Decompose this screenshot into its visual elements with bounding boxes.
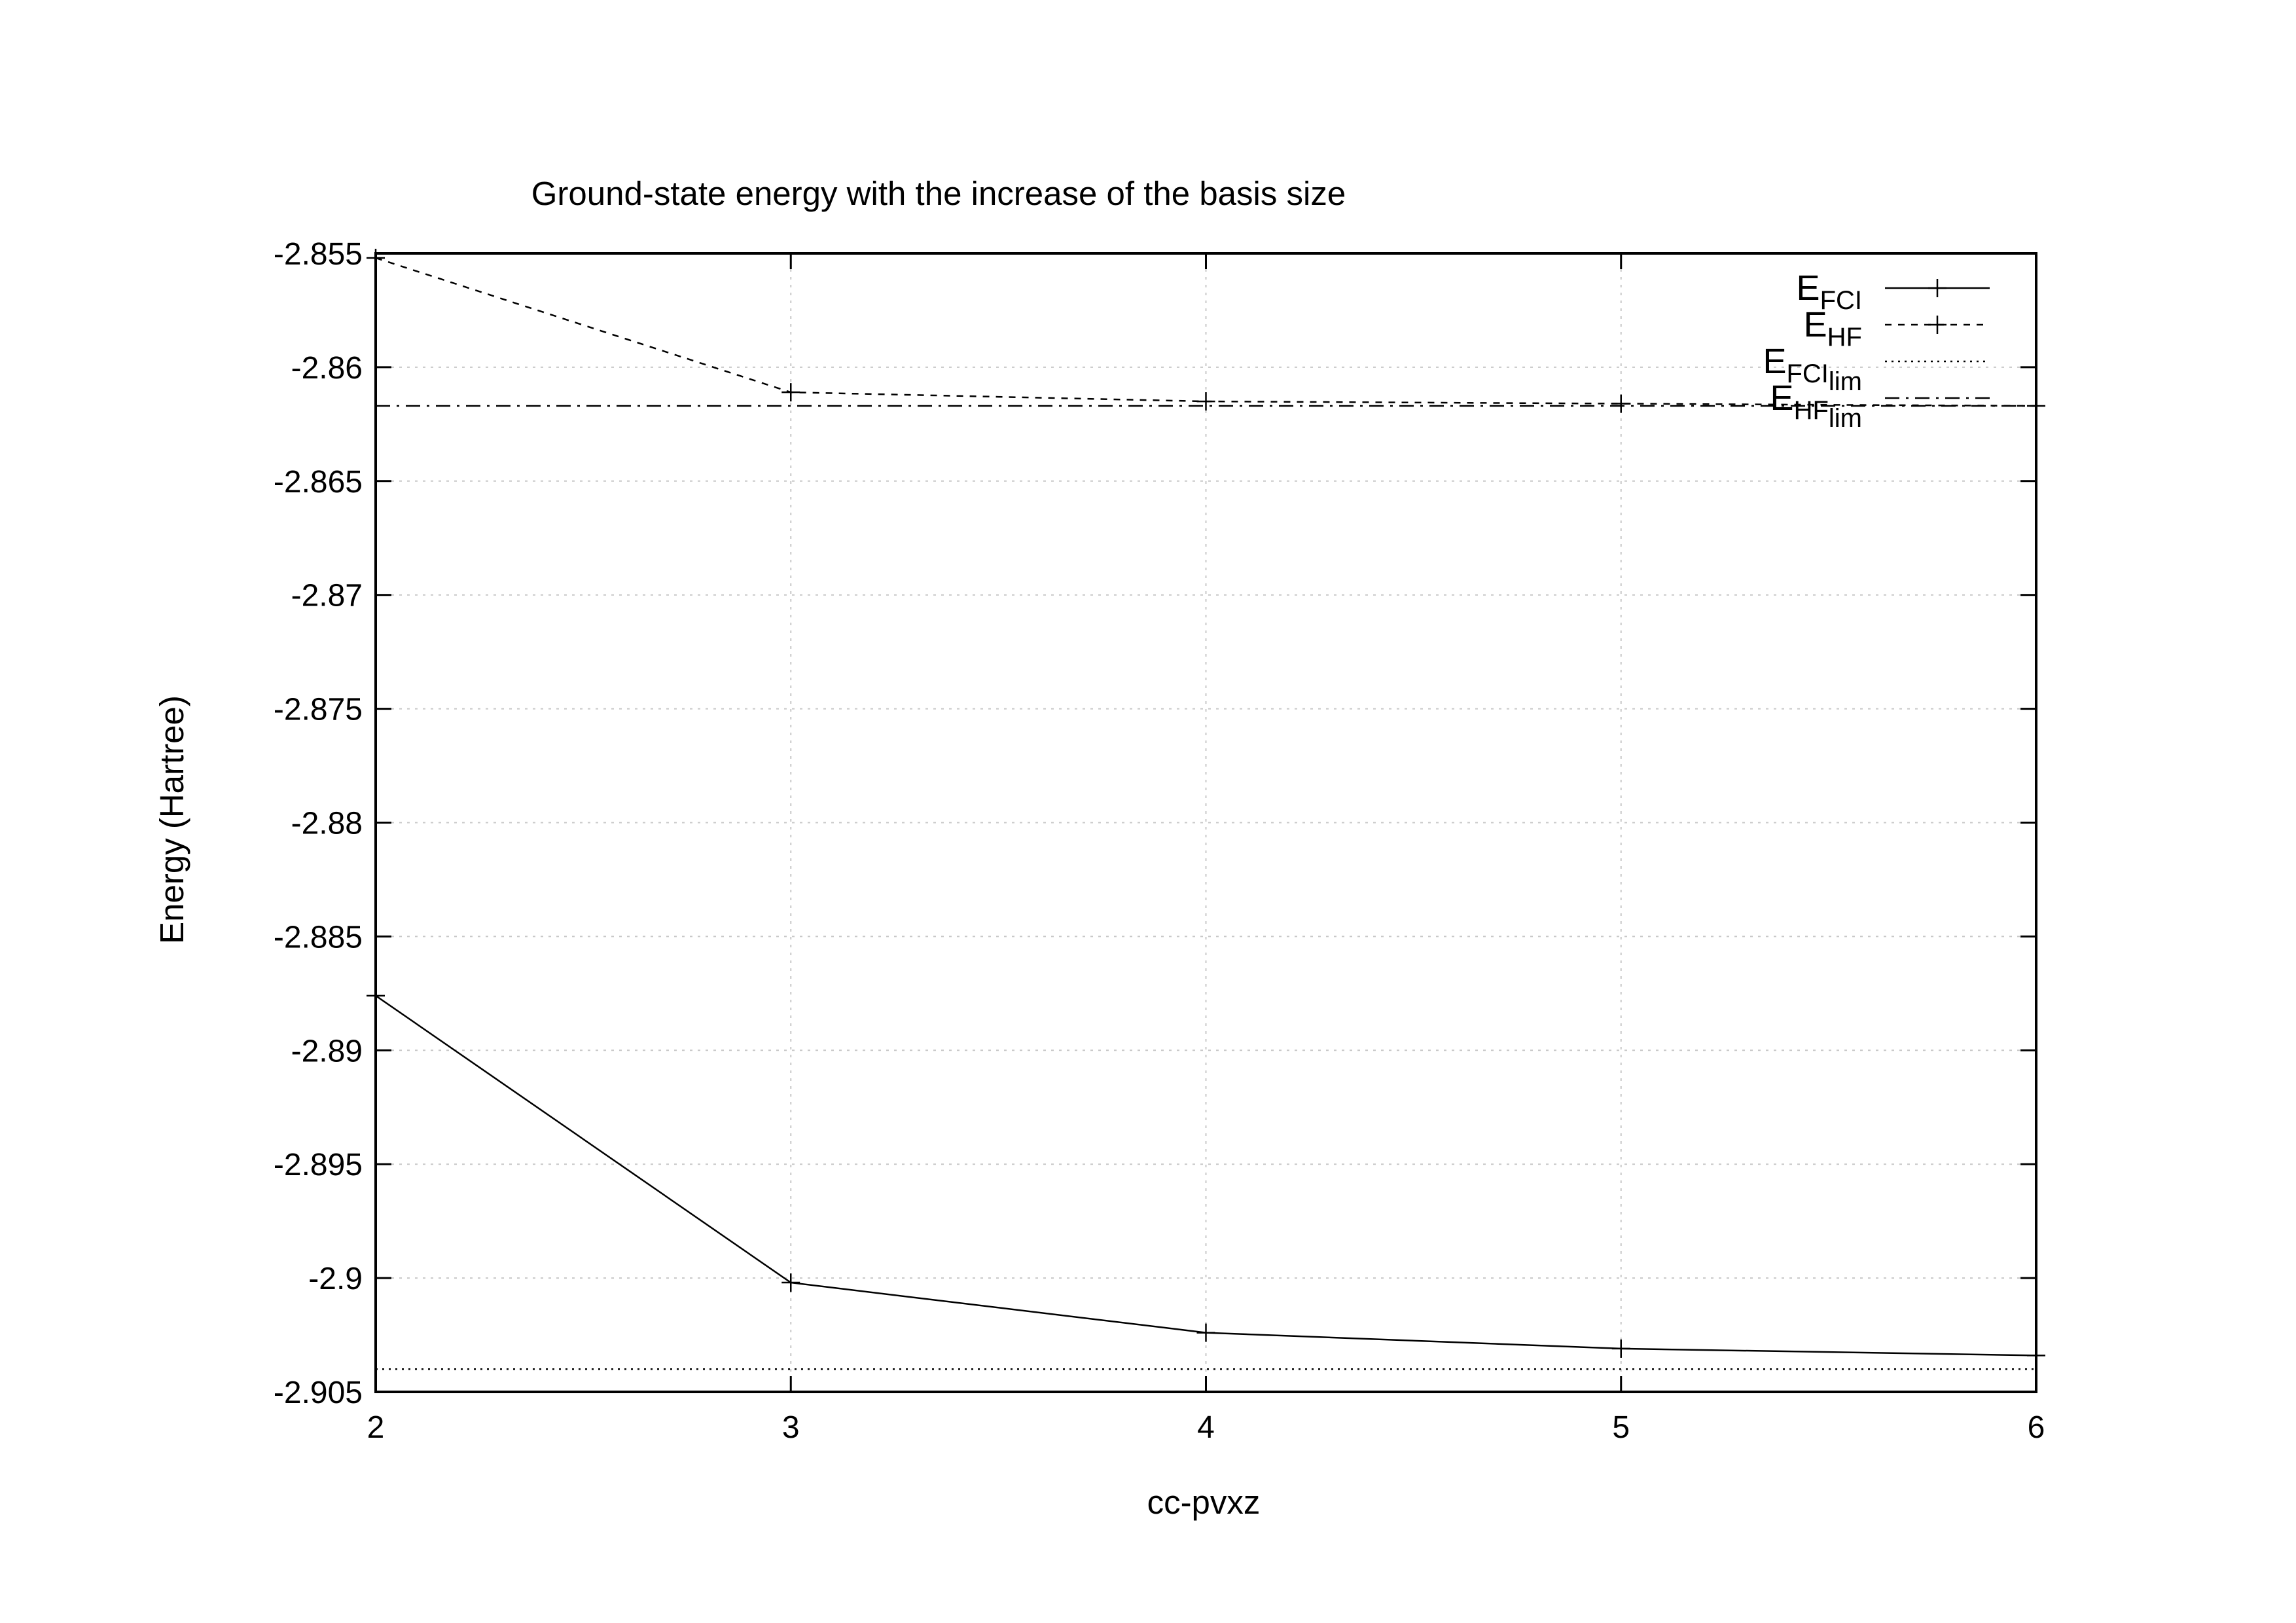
y-tick-label: -2.875 — [274, 693, 363, 727]
y-tick-label: -2.87 — [291, 579, 363, 613]
y-tick-label: -2.86 — [291, 351, 363, 386]
y-tick-label: -2.9 — [308, 1262, 363, 1296]
x-tick-label: 6 — [2028, 1410, 2045, 1445]
x-tick-label: 5 — [1612, 1410, 1630, 1445]
y-axis-label: Energy (Hartree) — [153, 695, 190, 944]
legend-label: EHF — [1804, 305, 1862, 352]
legend-label: EFCI — [1797, 268, 1862, 315]
axes — [374, 252, 2037, 1393]
series-e-fci — [367, 986, 2045, 1365]
grid — [376, 253, 2036, 1392]
chart-title: Ground-state energy with the increase of… — [531, 175, 1346, 212]
y-tick-label: -2.895 — [274, 1148, 363, 1182]
x-axis-label: cc-pvxz — [1147, 1484, 1261, 1521]
legend-label: EFCIlim — [1763, 342, 1862, 396]
x-tick-label: 3 — [782, 1410, 800, 1445]
legend-entry: EFCIlim — [1763, 342, 1990, 396]
legend-entry: EHF — [1804, 305, 1990, 352]
legend-label: EHFlim — [1770, 378, 1862, 433]
y-tick-label: -2.855 — [274, 237, 363, 272]
series-layer — [367, 248, 2045, 1370]
y-tick-label: -2.905 — [274, 1376, 363, 1410]
plot-border — [374, 252, 2037, 1393]
legend-entry: EHFlim — [1770, 378, 1990, 433]
y-tick-label: -2.88 — [291, 807, 363, 841]
legend-entry: EFCI — [1797, 268, 1990, 315]
y-tick-label: -2.89 — [291, 1034, 363, 1068]
y-tick-label: -2.885 — [274, 920, 363, 955]
tick-labels: -2.855 -2.86 -2.865 -2.87 -2.875 -2.88 -2.885 -… — [274, 237, 2045, 1445]
x-tick-label: 2 — [367, 1410, 385, 1445]
y-tick-label: -2.865 — [274, 465, 363, 500]
x-tick-label: 4 — [1197, 1410, 1215, 1445]
